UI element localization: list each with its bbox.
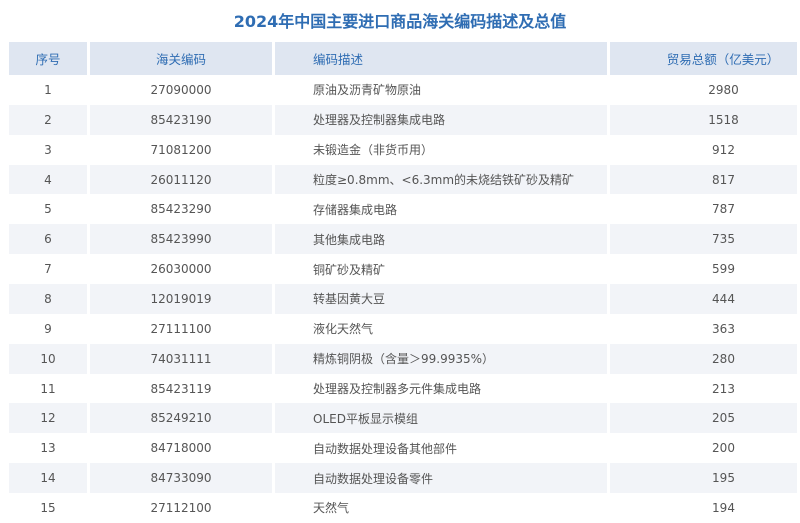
cell-seq: 13 xyxy=(40,441,56,456)
cell-description: 粒度≥0.8mm、<6.3mm的未烧结铁矿砂及精矿 xyxy=(275,164,607,195)
table-row: 7 26030000 铜矿砂及精矿 599 xyxy=(9,254,797,284)
cell-code: 26030000 xyxy=(150,262,212,277)
table-row: 15 27112100 天然气 194 xyxy=(9,493,797,523)
cell-description: 原油及沥青矿物原油 xyxy=(313,83,422,98)
cell-seq: 8 xyxy=(9,284,87,314)
cell-code: 85423119 xyxy=(150,381,212,396)
cell-value: 1518 xyxy=(610,104,797,135)
cell-value: 194 xyxy=(712,500,735,515)
table-row: 12 85249210 OLED平板显示模组 205 xyxy=(9,403,797,434)
table-row: 5 85423290 存储器集成电路 787 xyxy=(9,194,797,224)
cell-description: 处理器及控制器多元件集成电路 xyxy=(313,382,482,397)
cell-code: 85423990 xyxy=(90,224,272,255)
cell-code: 85423190 xyxy=(90,104,272,135)
table-row: 13 84718000 自动数据处理设备其他部件 200 xyxy=(9,433,797,463)
table-row: 4 26011120 粒度≥0.8mm、<6.3mm的未烧结铁矿砂及精矿 817 xyxy=(9,164,797,195)
cell-description: 存储器集成电路 xyxy=(313,202,398,217)
cell-code: 71081200 xyxy=(150,142,212,157)
header-code: 海关编码 xyxy=(90,42,272,75)
cell-value: 205 xyxy=(610,403,797,434)
cell-description: 自动数据处理设备其他部件 xyxy=(313,441,458,456)
cell-seq: 11 xyxy=(40,381,56,396)
cell-seq: 1 xyxy=(44,82,52,97)
cell-code: 27112100 xyxy=(150,500,212,515)
cell-value: 912 xyxy=(712,142,735,157)
cell-seq: 7 xyxy=(44,262,52,277)
cell-description: 天然气 xyxy=(313,501,350,516)
cell-seq: 5 xyxy=(44,202,52,217)
cell-code: 84718000 xyxy=(150,441,212,456)
cell-seq: 4 xyxy=(9,164,87,195)
cell-code: 84733090 xyxy=(90,463,272,494)
cell-seq: 6 xyxy=(9,224,87,255)
header-description: 编码描述 xyxy=(275,42,607,75)
cell-code: 26011120 xyxy=(90,164,272,195)
table-row: 1 27090000 原油及沥青矿物原油 2980 xyxy=(9,75,797,105)
cell-value: 363 xyxy=(712,321,735,336)
cell-code: 74031111 xyxy=(90,343,272,374)
cell-seq: 3 xyxy=(44,142,52,157)
header-row: 序号 海关编码 编码描述 贸易总额（亿美元） xyxy=(9,42,797,75)
table-row: 2 85423190 处理器及控制器集成电路 1518 xyxy=(9,104,797,135)
cell-code: 27090000 xyxy=(150,82,212,97)
cell-seq: 12 xyxy=(9,403,87,434)
cell-seq: 10 xyxy=(9,343,87,374)
cell-code: 12019019 xyxy=(90,284,272,314)
table-row: 10 74031111 精炼铜阴极（含量＞99.9935%） 280 xyxy=(9,343,797,374)
cell-description: OLED平板显示模组 xyxy=(275,403,607,434)
header-seq: 序号 xyxy=(9,42,87,75)
cell-value: 280 xyxy=(610,343,797,374)
cell-seq: 9 xyxy=(44,321,52,336)
cell-value: 200 xyxy=(712,441,735,456)
cell-value: 735 xyxy=(610,224,797,255)
cell-value: 817 xyxy=(610,164,797,195)
cell-description: 其他集成电路 xyxy=(275,224,607,255)
header-value: 贸易总额（亿美元） xyxy=(610,42,797,75)
cell-code: 27111100 xyxy=(150,321,212,336)
cell-seq: 2 xyxy=(9,104,87,135)
cell-value: 599 xyxy=(712,262,735,277)
cell-code: 85249210 xyxy=(90,403,272,434)
table-row: 6 85423990 其他集成电路 735 xyxy=(9,224,797,255)
cell-description: 自动数据处理设备零件 xyxy=(275,463,607,494)
cell-value: 213 xyxy=(712,381,735,396)
cell-value: 444 xyxy=(610,284,797,314)
cell-description: 转基因黄大豆 xyxy=(275,284,607,314)
table-title: 2024年中国主要进口商品海关编码描述及总值 xyxy=(233,12,567,31)
table-row: 9 27111100 液化天然气 363 xyxy=(9,314,797,344)
cell-description: 处理器及控制器集成电路 xyxy=(275,104,607,135)
table-row: 3 71081200 未锻造金（非货币用） 912 xyxy=(9,135,797,165)
import-table: 序号 海关编码 编码描述 贸易总额（亿美元） 1 27090000 原油及沥青矿物原… xyxy=(6,42,800,523)
cell-description: 铜矿砂及精矿 xyxy=(313,262,386,277)
table-row: 14 84733090 自动数据处理设备零件 195 xyxy=(9,463,797,494)
cell-description: 未锻造金（非货币用） xyxy=(313,143,434,158)
table-row: 8 12019019 转基因黄大豆 444 xyxy=(9,284,797,314)
cell-description: 液化天然气 xyxy=(313,322,374,337)
table-row: 11 85423119 处理器及控制器多元件集成电路 213 xyxy=(9,374,797,404)
cell-code: 85423290 xyxy=(150,202,212,217)
cell-value: 195 xyxy=(610,463,797,494)
cell-value: 2980 xyxy=(708,82,739,97)
cell-value: 787 xyxy=(712,202,735,217)
cell-description: 精炼铜阴极（含量＞99.9935%） xyxy=(275,343,607,374)
cell-seq: 14 xyxy=(9,463,87,494)
cell-seq: 15 xyxy=(40,500,56,515)
